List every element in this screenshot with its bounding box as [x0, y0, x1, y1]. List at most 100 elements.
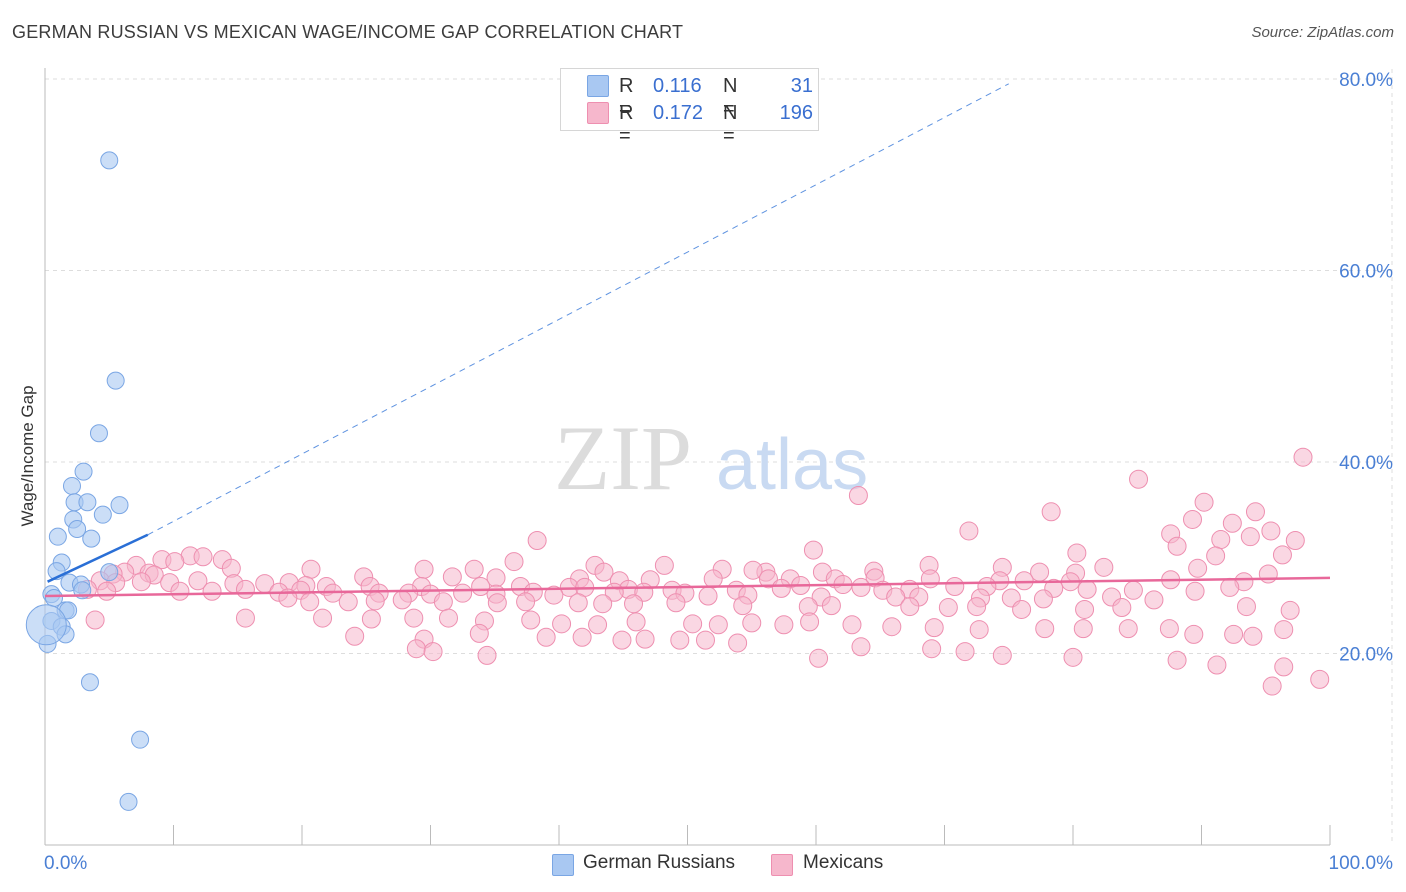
mexicans-point: [392, 590, 412, 610]
mexicans-points: [77, 447, 1330, 696]
german-russians-point: [131, 730, 150, 749]
mexicans-point: [1258, 564, 1278, 584]
mexicans-point: [924, 618, 944, 638]
mexicans-point: [544, 585, 564, 605]
mexicans-point: [969, 620, 989, 640]
mexicans-point: [1035, 619, 1055, 639]
mexicans-point: [1075, 599, 1095, 619]
mexicans-point: [1245, 502, 1265, 522]
mexicans-point: [516, 592, 536, 612]
mexicans-point: [851, 577, 871, 597]
y-tick-label: 60.0%: [1339, 262, 1393, 283]
x-tick-label: 100.0%: [1329, 853, 1394, 874]
german-russians-point: [119, 792, 138, 811]
mexicans-point: [469, 623, 489, 643]
mexicans-point: [594, 562, 614, 582]
mexicans-point: [433, 592, 453, 612]
mexicans-point: [438, 608, 458, 628]
mexicans-point: [900, 597, 920, 617]
bottom-legend-label: Mexicans: [803, 852, 884, 873]
mexicans-point: [1207, 655, 1227, 675]
bottom-legend-swatch-blue: [552, 854, 574, 876]
watermark-zip: ZIP: [554, 407, 692, 509]
german-russians-point: [62, 476, 81, 495]
mexicans-point: [1123, 580, 1143, 600]
mexicans-point: [1012, 599, 1032, 619]
german-russians-point: [106, 371, 125, 390]
mexicans-point: [1077, 579, 1097, 599]
mexicans-point: [938, 598, 958, 618]
mexicans-point: [1240, 527, 1260, 547]
mexicans-point: [1206, 546, 1226, 566]
legend-r-label: R =: [619, 75, 634, 120]
mexicans-point: [572, 627, 592, 647]
mexicans-point: [1041, 502, 1061, 522]
mexicans-point: [536, 627, 556, 647]
german-russians-point: [100, 563, 119, 582]
mexicans-point: [568, 593, 588, 613]
german-russians-point: [78, 493, 97, 512]
watermark: ZIP atlas: [554, 407, 868, 509]
mexicans-point: [851, 637, 871, 657]
mexicans-point: [733, 596, 753, 616]
mexicans-point: [1094, 557, 1114, 577]
german-russians-trend-extension: [147, 83, 1009, 536]
mexicans-point: [1222, 513, 1242, 533]
mexicans-point: [698, 586, 718, 606]
mexicans-point: [588, 615, 608, 635]
mexicans-point: [1014, 571, 1034, 591]
mexicans-point: [771, 578, 791, 598]
german-russians-point: [48, 527, 67, 546]
mexicans-point: [1129, 469, 1149, 489]
mexicans-point: [1243, 626, 1263, 646]
mexicans-point: [1261, 521, 1281, 541]
legend-n-label: N =: [723, 102, 738, 147]
mexicans-point: [708, 615, 728, 635]
mexicans-point: [1167, 650, 1187, 670]
mexicans-point: [809, 648, 829, 668]
mexicans-point: [477, 645, 497, 665]
legend-r-value: 0.172: [653, 102, 704, 124]
german-russians-point: [25, 604, 67, 646]
legend-r-label: R =: [619, 102, 634, 147]
german-russians-point: [82, 529, 101, 548]
mexicans-point: [992, 645, 1012, 665]
mexicans-point: [1236, 597, 1256, 617]
mexicans-point: [85, 610, 105, 630]
mexicans-point: [423, 642, 443, 662]
mexicans-point: [1272, 545, 1292, 565]
mexicans-point: [487, 593, 507, 613]
german-russians-point: [89, 424, 108, 443]
mexicans-point: [1280, 600, 1300, 620]
legend-n-value: 31: [790, 75, 813, 97]
legend-r-value: 0.116: [653, 75, 702, 97]
mexicans-point: [1118, 619, 1138, 639]
mexicans-point: [703, 569, 723, 589]
mexicans-point: [464, 559, 484, 579]
mexicans-point: [1063, 647, 1083, 667]
watermark-atlas: atlas: [716, 425, 868, 505]
mexicans-point: [1167, 536, 1187, 556]
mexicans-point: [1224, 624, 1244, 644]
mexicans-trend-line: [44, 576, 1331, 598]
german-russians-point: [100, 151, 119, 170]
trend-lines: [44, 83, 1331, 598]
mexicans-point: [1188, 558, 1208, 578]
mexicans-point: [1285, 531, 1305, 551]
y-axis-label: Wage/Income Gap: [18, 385, 37, 526]
legend-n-value: 196: [779, 102, 813, 124]
axes: [44, 68, 1331, 846]
mexicans-point: [406, 639, 426, 659]
mexicans-point: [920, 569, 940, 589]
y-tick-label: 40.0%: [1339, 453, 1393, 474]
mexicans-point: [345, 626, 365, 646]
mexicans-point: [626, 612, 646, 632]
mexicans-point: [1211, 530, 1231, 550]
stats-legend: R = 0.116 N = 31 R = 0.172 N = 196: [560, 68, 819, 147]
mexicans-point: [683, 614, 703, 634]
mexicans-point: [967, 597, 987, 617]
mexicans-point: [758, 569, 778, 589]
mexicans-point: [188, 571, 208, 591]
mexicans-point: [666, 593, 686, 613]
